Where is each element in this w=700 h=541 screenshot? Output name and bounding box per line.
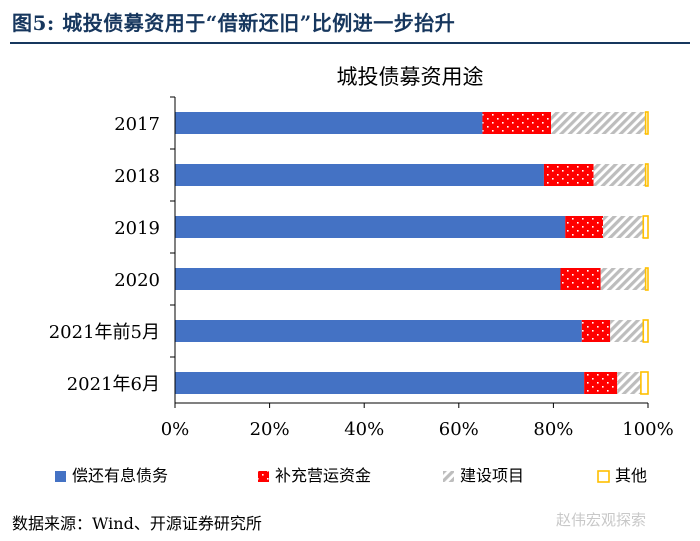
category-label: 2019 [114, 218, 160, 239]
title-rule [10, 42, 690, 44]
x-tick-label: 100% [622, 419, 673, 440]
bar-segment-1-row-2 [175, 164, 544, 186]
bar-segment-1-row-3 [175, 216, 566, 238]
source-note: 数据来源：Wind、开源证券研究所 [12, 514, 262, 533]
x-tick-label: 80% [533, 419, 573, 440]
category-label: 2020 [114, 270, 160, 291]
bar-segment-4-row-3 [642, 215, 649, 239]
x-tick-label: 20% [250, 419, 290, 440]
bar-segment-3-row-1 [551, 112, 646, 134]
legend-label-1: 偿还有息债务 [72, 466, 168, 485]
chart-title: 城投债募资用途 [337, 65, 484, 89]
bar-segment-4-row-1 [644, 111, 649, 135]
bar-segment-2-row-2 [543, 164, 594, 186]
category-label: 2018 [114, 166, 160, 187]
bar-segment-2-row-1 [482, 112, 552, 134]
bar-segment-2-row-5 [581, 320, 611, 342]
bar-segment-3-row-2 [593, 164, 646, 186]
bar-segment-3-row-6 [617, 372, 641, 394]
bar-segment-3-row-3 [603, 216, 644, 238]
x-tick-label: 0% [161, 419, 190, 440]
bar-segment-4-row-4 [644, 267, 649, 291]
bar-segment-2-row-3 [565, 216, 604, 238]
bar-segment-1-row-1 [175, 112, 483, 134]
bar-segment-2-row-4 [560, 268, 601, 290]
category-label: 2017 [114, 114, 160, 135]
bar-segment-4-row-5 [642, 319, 649, 343]
legend-swatch-4 [597, 470, 610, 483]
legend-label-2: 补充营运资金 [275, 466, 371, 485]
bar-segment-4-row-2 [644, 163, 649, 187]
bar-segment-2-row-6 [584, 372, 618, 394]
bar-segment-4-row-6 [640, 371, 649, 395]
legend-label-3: 建设项目 [460, 466, 524, 485]
stacked-bar-chart: 城投债募资用途 20172018201920202021年前5月2021年6月 … [49, 65, 674, 485]
category-label: 2021年前5月 [49, 322, 160, 343]
x-tick-label: 60% [439, 419, 479, 440]
bar-segment-1-row-6 [175, 372, 585, 394]
legend-swatch-1 [55, 471, 66, 482]
bar-segment-1-row-4 [175, 268, 561, 290]
figure-title: 图5: 城投债募资用于“借新还旧”比例进一步抬升 [12, 11, 456, 35]
x-tick-label: 40% [344, 419, 384, 440]
legend-swatch-2 [258, 471, 269, 482]
bar-segment-1-row-5 [175, 320, 582, 342]
bar-segment-3-row-4 [600, 268, 646, 290]
legend-label-4: 其他 [615, 466, 647, 485]
category-label: 2021年6月 [67, 374, 160, 395]
watermark: 赵伟宏观探索 [556, 511, 647, 529]
bar-segment-3-row-5 [610, 320, 644, 342]
legend-swatch-3 [443, 471, 454, 482]
